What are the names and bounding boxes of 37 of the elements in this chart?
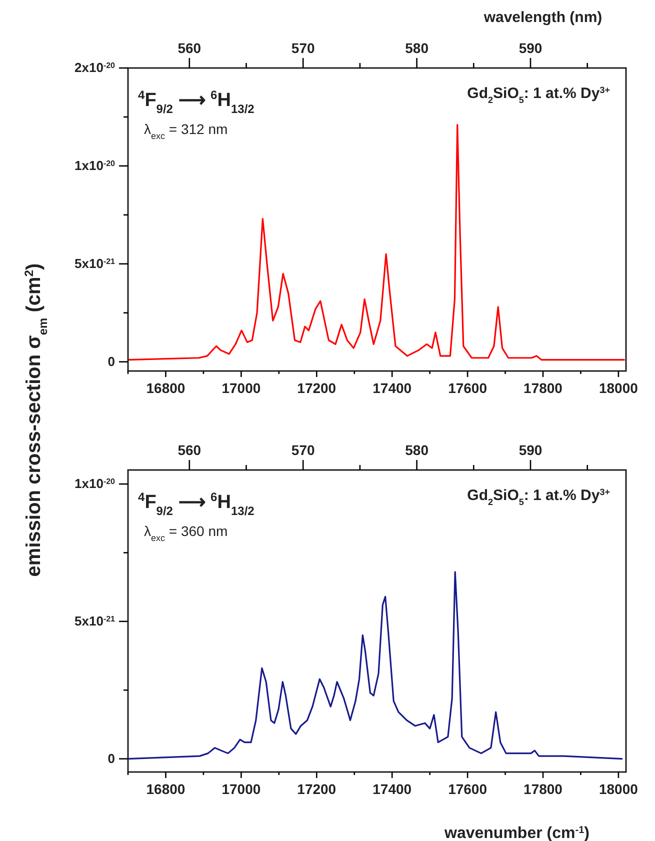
y-tick-label: 0 — [108, 354, 115, 369]
x2-tick-label: 580 — [405, 40, 429, 56]
x-tick-label: 16800 — [146, 380, 186, 396]
x2-tick-label: 570 — [291, 442, 315, 458]
annotation: λ$_{exc}$ = 360 nm — [144, 523, 228, 543]
x-tick-label: 18000 — [598, 380, 638, 396]
x-tick-label: 17400 — [372, 780, 412, 797]
annotation: $^{4}$F$_{9/2}$ ⟶ $^{6}$H$_{13/2}$ — [138, 490, 255, 518]
x-tick-label: 18000 — [598, 780, 638, 797]
x2-tick-label: 590 — [518, 40, 542, 56]
annotation: Gd$_{2}$SiO$_{5}$: 1 at.% Dy$^{3+}$ — [467, 85, 610, 105]
x-axis-title: wavenumber (cm$^{-1}$) — [444, 824, 590, 841]
x-tick-label: 17000 — [222, 380, 261, 396]
annotation: λ$_{exc}$ = 312 nm — [144, 121, 228, 141]
y-tick-label: 1x10$^{-20}$ — [74, 158, 116, 174]
x-tick-label: 17600 — [448, 380, 488, 396]
y-tick-label: 1x10$^{-20}$ — [74, 476, 116, 492]
x2-tick-label: 580 — [405, 442, 429, 458]
y-tick-label: 0 — [108, 750, 115, 766]
x2-tick-label: 590 — [518, 442, 542, 458]
x2-tick-label: 570 — [291, 40, 315, 56]
x2-axis-title: wavelength (nm) — [482, 9, 602, 26]
y-tick-label: 2x10$^{-20}$ — [74, 60, 116, 76]
y-tick-label: 5x10$^{-21}$ — [74, 256, 116, 272]
x-tick-label: 17400 — [372, 380, 412, 396]
x-tick-label: 17600 — [448, 780, 488, 797]
annotation: Gd$_{2}$SiO$_{5}$: 1 at.% Dy$^{3+}$ — [467, 487, 610, 507]
x2-tick-label: 560 — [178, 40, 202, 56]
x-tick-label: 16800 — [146, 780, 186, 797]
x-tick-label: 17200 — [297, 380, 336, 396]
annotation: $^{4}$F$_{9/2}$ ⟶ $^{6}$H$_{13/2}$ — [138, 88, 255, 116]
x-tick-label: 17800 — [524, 380, 563, 396]
y-tick-label: 5x10$^{-21}$ — [74, 614, 116, 629]
x-tick-label: 17800 — [524, 780, 563, 797]
x-tick-label: 17000 — [222, 780, 261, 797]
x-tick-label: 17200 — [297, 780, 336, 797]
x2-tick-label: 560 — [178, 442, 202, 458]
